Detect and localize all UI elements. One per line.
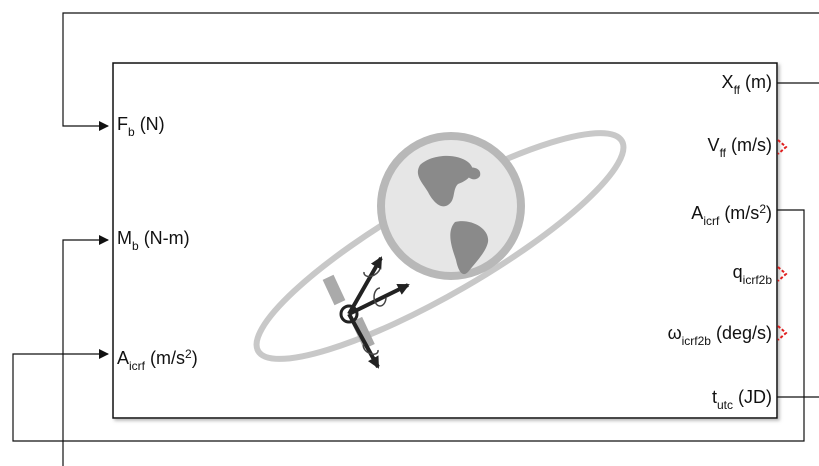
output-port-vff: Vff (m/s) [707,135,772,160]
input-port-fb: Fb (N) [117,114,165,139]
output-port-aicrf: Aicrf (m/s2) [691,202,772,228]
earth-orbit-icon [253,130,627,369]
signal-line-aicrf-feedback[interactable] [12,209,805,442]
input-port-aicrf: Aicrf (m/s2) [117,347,198,373]
unconnected-marker-vff[interactable] [777,139,788,155]
output-port-tutc: tutc (JD) [711,387,772,412]
input-port-mb: Mb (N-m) [117,228,190,253]
signal-line-mb-input[interactable] [62,235,109,466]
signal-line-fb-feedback[interactable] [62,12,819,131]
unconnected-marker-omega[interactable] [777,325,788,341]
output-port-omega: ωicrf2b (deg/s) [667,323,772,348]
unconnected-marker-q[interactable] [777,266,788,282]
output-port-xff: Xff (m) [721,72,772,97]
output-port-q: qicrf2b [732,262,772,287]
